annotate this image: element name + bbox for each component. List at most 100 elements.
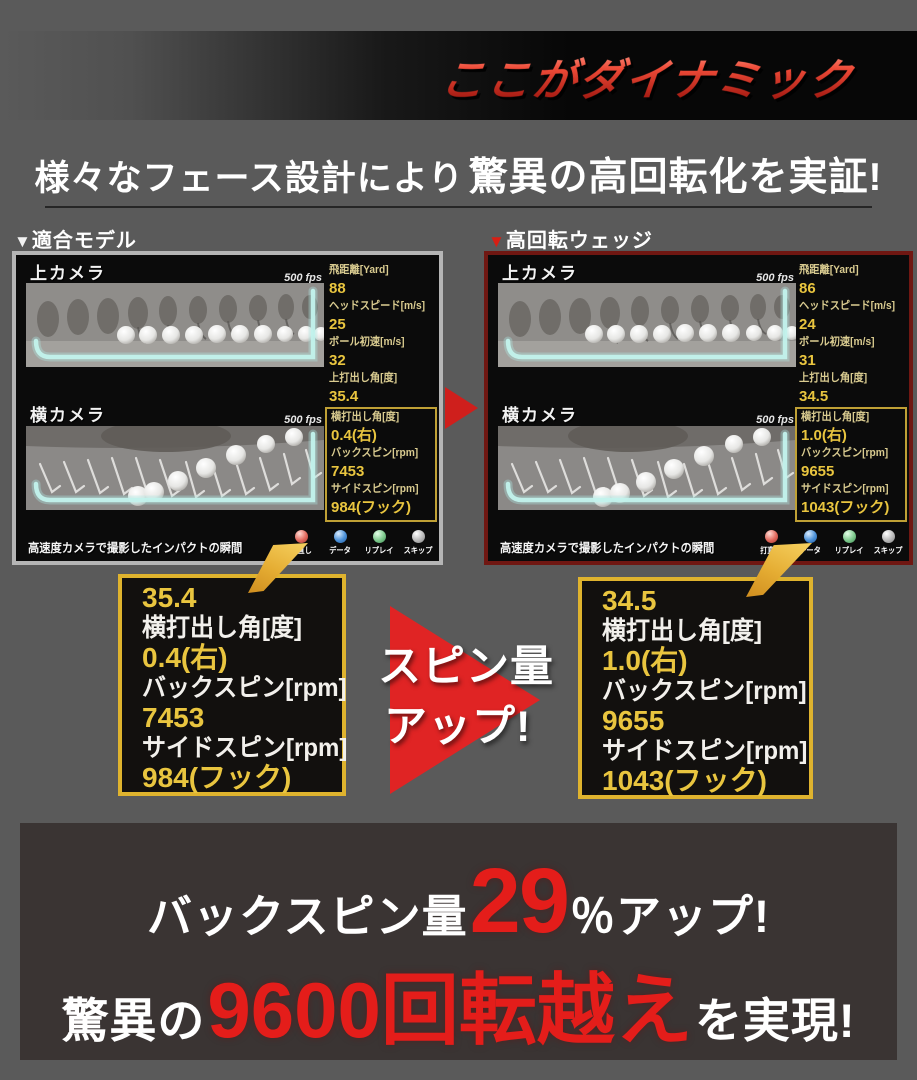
metric-value: 24 [799,316,816,333]
metric-value: 1.0(右) [801,427,847,444]
metric-value: 35.4 [329,388,359,405]
skip-button-icon [411,530,425,543]
metric-label: サイドスピン[rpm] [331,483,419,495]
metric-label: 上打出し角[度] [329,372,398,384]
magnified-data-callout-right: 34.5 横打出し角[度] 1.0(右) バックスピン[rpm] 9655 サイ… [578,577,813,799]
metric-value: 32 [329,352,346,369]
callout-label: サイドスピン[rpm] [142,734,348,762]
spin-up-arrow: スピン量 アップ! [378,606,553,794]
result-panel: バックスピン量 29 ％アップ! 驚異の 9600回転越え を実現! [20,823,897,1060]
metric-value: 1043(フック) [801,499,890,516]
skip-button-label: スキップ [873,546,903,555]
label-stock-model-text: 適合モデル [31,230,137,252]
redo-button-icon [764,530,778,543]
triangle-marker-white: ▼ [14,232,32,251]
result-line2-pre: 驚異の [61,994,206,1047]
fps-label: 500 fps [756,414,794,426]
impact-caption: 高速度カメラで撮影したインパクトの瞬間 [500,541,715,555]
title-emphasis: 驚異の高回転化を実証! [468,156,883,199]
metric-label: 横打出し角[度] [801,411,870,423]
caption-row: 高速度カメラで撮影したインパクトの瞬間 打直し データ リプレイ スキップ [500,530,905,556]
title-lead: 様々なフェース設計により [34,159,465,198]
data-button-icon [803,530,817,543]
metric-value: 34.5 [799,388,829,405]
metric-value: 88 [329,280,346,297]
top-camera-strobe-image [26,283,324,367]
callout-value: 1.0(右) [602,645,688,676]
label-high-spin-wedge: ▼高回転ウェッジ [488,224,653,253]
replay-button-label: リプレイ [834,546,864,555]
callout-value: 34.5 [602,585,657,616]
top-camera-label: 上カメラ [502,264,578,283]
fps-label: 500 fps [284,414,322,426]
callout-value: 1043(フック) [602,765,767,796]
metric-value: 9655 [801,463,835,480]
magnified-data-callout-left: 35.4 横打出し角[度] 0.4(右) バックスピン[rpm] 7453 サイ… [118,574,348,796]
redo-button-icon [294,530,308,543]
launch-monitor-screenshot-right: 上カメラ 500 fps [484,251,913,565]
callout-value: 0.4(右) [142,642,228,673]
label-high-spin-wedge-text: 高回転ウェッジ [505,230,653,252]
top-banner: ここがダイナミック 4 [0,29,917,123]
comparison-arrow-icon [445,387,478,429]
side-camera-label: 横カメラ [502,406,578,425]
replay-button-icon [842,530,856,543]
monitor-buttons: 打直し データ リプレイ スキップ [286,530,435,556]
skip-button: スキップ [403,530,433,556]
top-camera-header: 上カメラ 500 fps [502,259,794,284]
callout-label: バックスピン[rpm] [602,677,807,705]
page-title: 様々なフェース設計により 驚異の高回転化を実証! [0,146,917,202]
metric-label: 上打出し角[度] [799,372,868,384]
data-readout-panel: 飛距離[Yard] 88 ヘッドスピード[m/s] 25 ボール初速[m/s] … [325,262,437,522]
fps-label: 500 fps [756,272,794,284]
data-button: データ [325,530,355,556]
callout-value: 35.4 [142,582,197,613]
metric-label: バックスピン[rpm] [801,447,889,459]
spin-up-text-line1: スピン量 [378,643,554,691]
replay-button-icon [372,530,386,543]
highlighted-metrics-box: 横打出し角[度] 1.0(右) バックスピン[rpm] 9655 サイドスピン[… [795,407,907,522]
replay-button-label: リプレイ [364,546,394,555]
side-camera-label: 横カメラ [30,406,106,425]
skip-button-icon [881,530,895,543]
skip-button-label: スキップ [403,546,433,555]
metric-label: バックスピン[rpm] [331,447,419,459]
top-camera-label: 上カメラ [30,264,106,283]
replay-button: リプレイ [834,530,864,556]
metric-label: 飛距離[Yard] [329,264,389,276]
callout-label: バックスピン[rpm] [142,674,347,702]
metric-value: 86 [799,280,816,297]
caption-row: 高速度カメラで撮影したインパクトの瞬間 打直し データ リプレイ スキップ [28,530,435,556]
top-camera-strobe-image [498,283,796,367]
metric-label: 横打出し角[度] [331,411,400,423]
launch-monitor-screenshot-left: 上カメラ 500 fps [12,251,443,565]
metric-label: ヘッドスピード[m/s] [799,300,896,312]
result-line1-post: ％アップ! [570,891,770,942]
metric-label: 飛距離[Yard] [799,264,859,276]
fps-label: 500 fps [284,272,322,284]
metric-value: 984(フック) [331,499,412,516]
data-button-icon [333,530,347,543]
callout-label: 横打出し角[度] [142,614,302,642]
triangle-marker-red: ▼ [488,232,506,251]
metric-value: 25 [329,316,346,333]
banner-brush-text: ここがダイナミック [438,44,858,108]
callout-value: 7453 [142,702,205,733]
metric-label: ヘッドスピード[m/s] [329,300,426,312]
impact-caption: 高速度カメラで撮影したインパクトの瞬間 [28,541,243,555]
data-button-label: データ [329,546,351,555]
callout-value: 984(フック) [142,762,292,793]
callout-value: 9655 [602,705,665,736]
spin-up-text-line2: アップ! [384,703,532,751]
side-camera-header: 横カメラ 500 fps [30,401,322,426]
metric-label: サイドスピン[rpm] [801,483,889,495]
title-divider [45,206,872,208]
label-stock-model: ▼適合モデル [14,224,137,253]
metric-label: ボール初速[m/s] [329,336,405,348]
metric-value: 7453 [331,463,365,480]
data-button: データ [795,530,825,556]
side-camera-strobe-image [498,426,796,510]
side-camera-header: 横カメラ 500 fps [502,401,794,426]
metric-value: 31 [799,352,816,369]
